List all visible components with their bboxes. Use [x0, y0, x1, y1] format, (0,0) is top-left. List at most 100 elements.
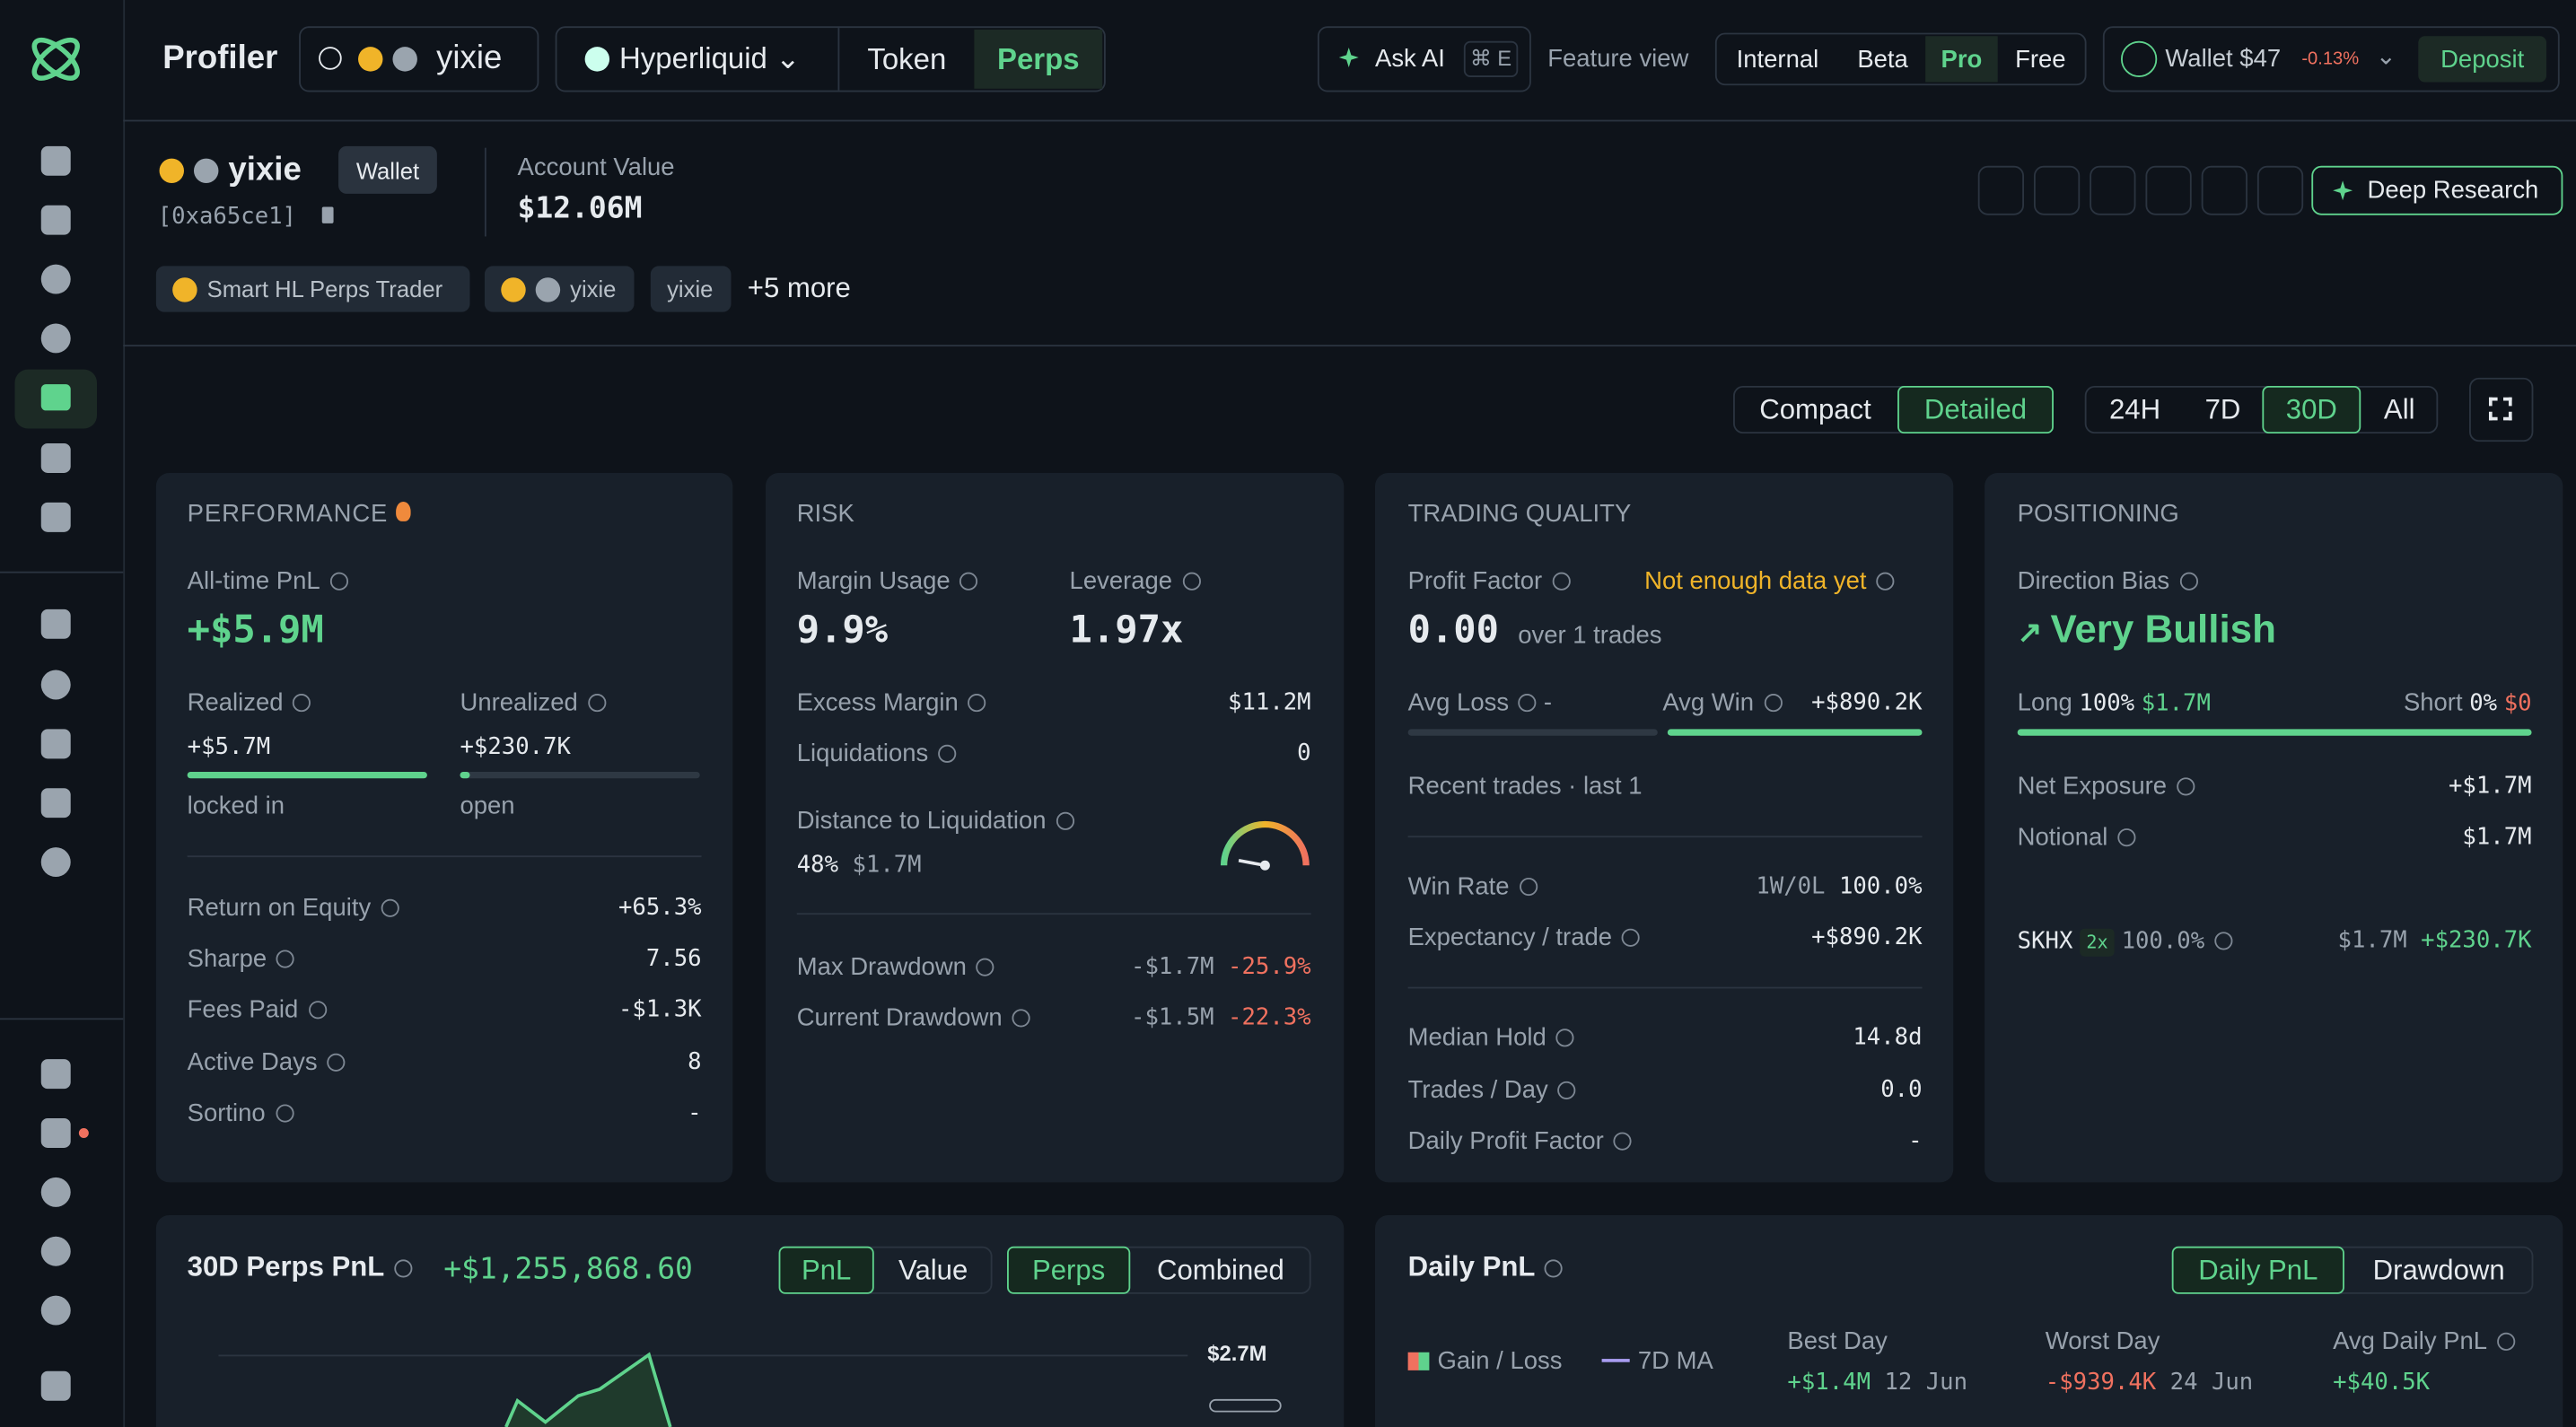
icon-x[interactable]	[2090, 165, 2136, 215]
label: Max Drawdown	[797, 953, 995, 981]
text: Avg Daily PnL	[2333, 1327, 2488, 1356]
label: Expectancy / trade	[1408, 924, 1641, 951]
note: open	[460, 792, 515, 820]
value: +$1.4M	[1787, 1369, 1871, 1396]
nav-chat[interactable]	[40, 1177, 71, 1207]
long: Long 100% $1.7M	[2018, 689, 2211, 717]
tab-token[interactable]: Token	[867, 41, 947, 75]
range-all[interactable]: All	[2383, 393, 2415, 425]
nav-swap[interactable]	[40, 205, 71, 235]
nav-bell[interactable]	[40, 788, 71, 819]
rate: 100.0%	[1838, 873, 1923, 900]
deposit-button[interactable]: Deposit	[2418, 36, 2547, 83]
trading-quality-card	[1375, 472, 1954, 1183]
feature-free[interactable]: Free	[2015, 45, 2066, 74]
page-title: Profiler	[162, 39, 278, 77]
card-title: RISK	[796, 500, 854, 529]
info-icon	[381, 898, 399, 917]
scope-perps[interactable]: Perps	[1007, 1246, 1131, 1294]
feature-beta[interactable]: Beta	[1857, 45, 1908, 74]
nav-disc[interactable]	[40, 323, 71, 354]
label: Best Day	[1787, 1327, 1888, 1356]
value: +$890.2K	[1811, 689, 1923, 716]
shortcut: ⌘ E	[1463, 40, 1519, 77]
unrealized-bar	[460, 771, 700, 779]
text: Excess Margin	[796, 688, 959, 717]
search-box[interactable]	[299, 26, 539, 92]
mode-pnl[interactable]: PnL	[778, 1246, 874, 1294]
decoration	[395, 501, 411, 521]
range-24h[interactable]: 24H	[2109, 393, 2161, 425]
decoration: ↗	[2017, 616, 2051, 649]
pnl-area	[504, 1352, 672, 1427]
nav-db[interactable]	[40, 729, 71, 759]
nav-watch[interactable]	[40, 847, 71, 878]
view-detailed[interactable]: Detailed	[1897, 385, 2054, 434]
feature-pro[interactable]: Pro	[1925, 36, 1998, 83]
value: -$1.5M -22.3%	[1131, 1005, 1311, 1031]
account-value-label: Account Value	[517, 153, 675, 182]
nav-add[interactable]	[40, 670, 71, 700]
text: Notional	[2017, 823, 2108, 852]
value: $1.7M	[2141, 690, 2211, 717]
tag: Smart HL Perps Trader	[155, 266, 470, 312]
info-icon	[968, 694, 986, 713]
nav-copy[interactable]	[40, 443, 71, 473]
nav-rocket[interactable]	[40, 1118, 71, 1148]
icon-refresh[interactable]	[1977, 165, 2024, 215]
short: Short 0% $0	[2404, 689, 2532, 717]
scope-combined[interactable]: Combined	[1157, 1253, 1284, 1285]
decoration	[484, 147, 486, 237]
nav-help[interactable]	[40, 1236, 71, 1266]
chain[interactable]: Hyperliquid ⌄	[584, 42, 801, 76]
nav-layers[interactable]	[40, 608, 71, 639]
stat-label: Active Days	[188, 1048, 346, 1076]
nav-code[interactable]	[40, 1059, 71, 1090]
nav-settings[interactable]	[40, 1295, 71, 1326]
label: Median Hold	[1408, 1024, 1574, 1052]
deep-research[interactable]	[2311, 165, 2563, 215]
more-tags[interactable]: +5 more	[747, 272, 851, 304]
range-7d[interactable]: 7D	[2204, 393, 2241, 425]
view-compact[interactable]: Compact	[1759, 393, 1871, 425]
nav-home[interactable]	[40, 145, 71, 176]
nav-profiler[interactable]	[40, 264, 71, 294]
ask-ai[interactable]	[1317, 26, 1531, 92]
mode-value[interactable]: Value	[898, 1253, 968, 1285]
tab-perps[interactable]: Perps	[974, 29, 1103, 89]
info-icon	[327, 1053, 346, 1072]
wallet-widget[interactable]	[2102, 26, 2560, 92]
label: Trades / Day	[1408, 1076, 1576, 1104]
info-icon	[394, 1259, 413, 1278]
nav-collapse[interactable]	[40, 1370, 71, 1401]
mode-daily[interactable]: Daily PnL	[2171, 1246, 2344, 1294]
icon-share[interactable]	[2033, 165, 2081, 215]
decoration	[392, 47, 417, 72]
text: Liquidations	[796, 740, 929, 768]
title: PERFORMANCE	[187, 500, 389, 529]
icon-tag[interactable]	[2256, 165, 2304, 215]
text: Sharpe	[187, 945, 267, 974]
nav-ai[interactable]	[40, 502, 71, 532]
stat-label: Return on Equity	[188, 894, 399, 922]
ask-ai-label: Ask AI	[1375, 45, 1445, 74]
info-icon	[1555, 1029, 1574, 1047]
range-30d[interactable]: 30D	[2262, 385, 2361, 434]
icon-alert[interactable]	[2201, 165, 2247, 215]
fullscreen[interactable]	[2469, 377, 2534, 442]
label: Avg Loss -	[1408, 689, 1552, 717]
nav-wallet-active[interactable]	[14, 369, 97, 429]
mode-drawdown[interactable]: Drawdown	[2372, 1253, 2505, 1285]
text: Expectancy / trade	[1407, 924, 1613, 952]
feature-internal[interactable]: Internal	[1736, 45, 1819, 74]
decoration	[172, 276, 197, 302]
date: 24 Jun	[2169, 1369, 2254, 1396]
legend: Gain / Loss	[1407, 1347, 1562, 1375]
icon-watch[interactable]	[2145, 165, 2192, 215]
label: Net Exposure	[2018, 773, 2195, 801]
chain-select[interactable]	[555, 26, 1106, 92]
label: Short	[2403, 688, 2463, 717]
symbol: SKHX	[2017, 928, 2073, 955]
stat-value: -$1.3K	[618, 997, 702, 1024]
info-icon	[1519, 877, 1538, 897]
